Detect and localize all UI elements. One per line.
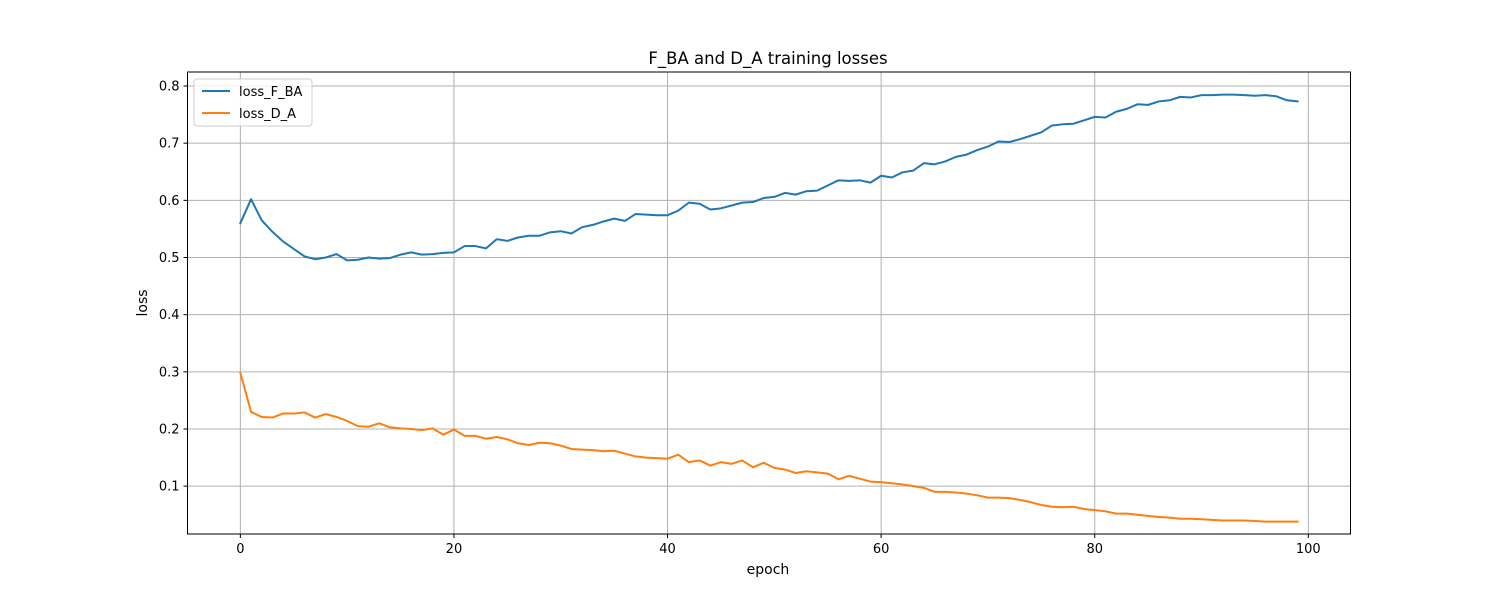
series-line-loss-d-a (239, 371, 1299, 523)
grid-lines (187, 72, 1351, 534)
y-tick: 0.8 (159, 80, 188, 95)
plot-frame (187, 71, 1351, 535)
x-tick-label: 40 (659, 542, 676, 557)
x-tick: 80 (1086, 534, 1103, 557)
x-tick: 60 (873, 534, 890, 557)
series-layer (239, 93, 1299, 523)
x-axis-label: epoch (747, 562, 790, 578)
y-tick-label: 0.8 (159, 80, 180, 95)
y-tick-label: 0.7 (159, 137, 180, 152)
y-tick-label: 0.3 (159, 365, 180, 380)
y-axis: 0.1 0.2 0.3 0.4 0.5 0.6 0.7 0.8 (159, 80, 188, 495)
y-tick-label: 0.5 (159, 251, 180, 266)
y-tick-label: 0.2 (159, 422, 180, 437)
y-tick-label: 0.1 (159, 480, 180, 495)
y-tick: 0.7 (159, 137, 188, 152)
x-tick-label: 0 (236, 542, 244, 557)
y-tick: 0.5 (159, 251, 188, 266)
y-tick: 0.6 (159, 194, 188, 209)
x-axis: 0 20 40 60 80 100 (236, 534, 1321, 557)
x-tick: 40 (659, 534, 676, 557)
x-tick-label: 80 (1086, 542, 1103, 557)
y-tick: 0.1 (159, 480, 188, 495)
legend-label-loss-d-a: loss_D_A (239, 107, 296, 122)
x-tick: 0 (236, 534, 245, 557)
y-tick-label: 0.4 (159, 308, 180, 323)
legend: loss_F_BA loss_D_A (193, 78, 313, 127)
x-tick-label: 100 (1296, 542, 1321, 557)
y-tick: 0.2 (159, 422, 188, 437)
x-tick: 20 (446, 534, 463, 557)
x-tick: 100 (1296, 534, 1321, 557)
legend-label-loss-f-ba: loss_F_BA (239, 85, 303, 100)
y-tick-label: 0.6 (159, 194, 180, 209)
x-tick-label: 20 (446, 542, 463, 557)
x-tick-label: 60 (873, 542, 890, 557)
y-tick: 0.4 (159, 308, 188, 323)
y-tick: 0.3 (159, 365, 188, 380)
chart-title: F_BA and D_A training losses (648, 49, 887, 69)
y-axis-label: loss (135, 289, 151, 316)
series-line-loss-f-ba (239, 93, 1299, 262)
